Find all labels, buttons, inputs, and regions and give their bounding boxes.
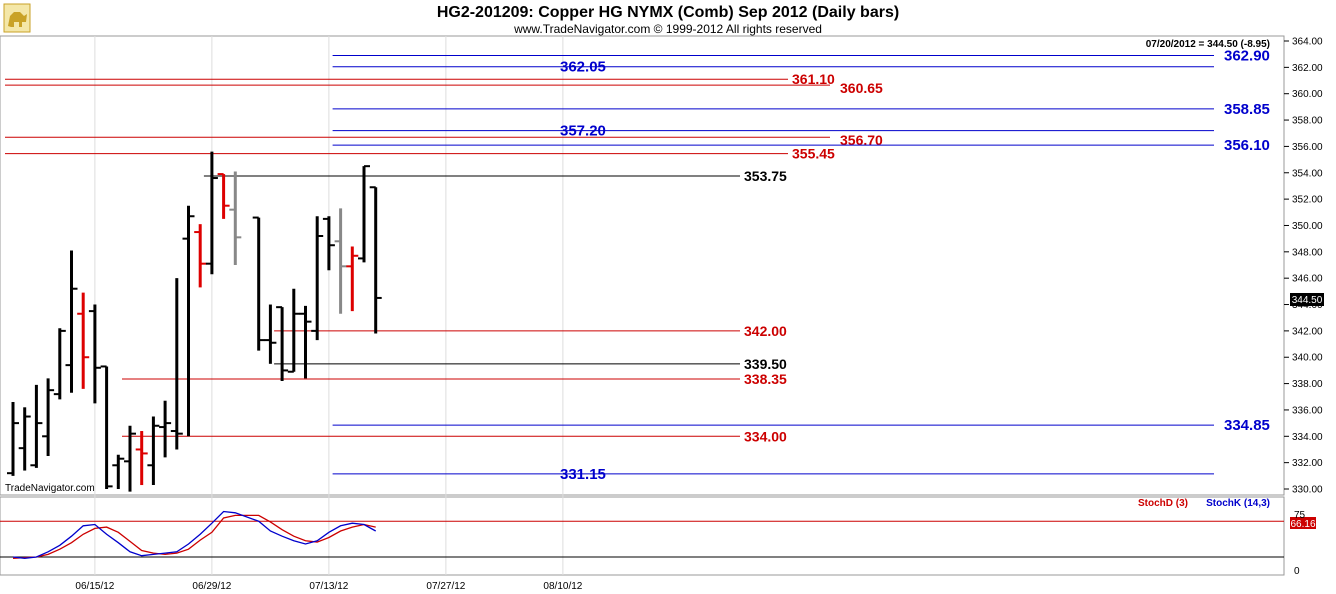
level-label: 362.05 [560, 59, 606, 76]
level-label: 355.45 [792, 146, 835, 162]
stoch-panel-frame [0, 496, 1285, 576]
level-label: 356.10 [1224, 137, 1270, 154]
level-label: 338.35 [744, 371, 787, 387]
y-tick-label: 336.00 [1292, 405, 1323, 416]
watermark: TradeNavigator.com [5, 483, 95, 494]
y-tick-label: 342.00 [1292, 326, 1323, 337]
y-tick-label: 346.00 [1292, 274, 1323, 285]
stoch-d-line [12, 514, 376, 559]
level-label: 334.00 [744, 428, 787, 444]
stoch-k-label: StochK (14,3) [1206, 498, 1270, 509]
level-label: 331.15 [560, 466, 606, 483]
price-panel-frame [0, 35, 1285, 496]
x-tick-label: 08/10/12 [543, 581, 582, 592]
price-axis: 330.00 332.00 334.00 336.00 338.00 340.00 342.… [1284, 37, 1323, 496]
y-tick-label: 362.00 [1292, 63, 1323, 74]
stoch-d-label: StochD (3) [1138, 498, 1188, 509]
stoch-tick-0: 0 [1294, 566, 1300, 577]
level-label: 358.85 [1224, 101, 1270, 118]
support-resistance-levels: 362.90 362.05 361.10 360.65 358.85 357.20 356.… [5, 47, 1270, 483]
level-label: 342.00 [744, 323, 787, 339]
last-price-tag [1290, 293, 1324, 306]
y-tick-label: 352.00 [1292, 195, 1323, 206]
y-tick-label: 360.00 [1292, 89, 1323, 100]
y-tick-label: 332.00 [1292, 458, 1323, 469]
level-label: 362.90 [1224, 47, 1270, 64]
stoch-value-tag [1290, 517, 1316, 529]
y-tick-label: 330.00 [1292, 485, 1323, 496]
bull-logo-icon [3, 3, 31, 33]
y-tick-label: 358.00 [1292, 116, 1323, 127]
y-tick-label: 354.00 [1292, 168, 1323, 179]
x-tick-label: 07/13/12 [309, 581, 348, 592]
y-tick-label: 340.00 [1292, 353, 1323, 364]
x-tick-label: 06/29/12 [192, 581, 231, 592]
y-tick-label: 350.00 [1292, 221, 1323, 232]
stochastic-panel [0, 510, 1284, 559]
ohlc-bars [7, 151, 382, 492]
y-tick-label: 348.00 [1292, 247, 1323, 258]
level-label: 360.65 [840, 80, 883, 96]
x-tick-label: 06/15/12 [75, 581, 114, 592]
chart-subtitle: www.TradeNavigator.com © 1999-2012 All r… [513, 22, 822, 36]
level-label: 361.10 [792, 71, 835, 87]
level-label: 353.75 [744, 168, 787, 184]
y-tick-label: 364.00 [1292, 37, 1323, 48]
level-label: 334.85 [1224, 417, 1270, 434]
level-label: 356.70 [840, 132, 883, 148]
y-tick-label: 334.00 [1292, 432, 1323, 443]
level-label: 339.50 [744, 356, 787, 372]
stoch-k-line [12, 510, 377, 559]
x-tick-label: 07/27/12 [426, 581, 465, 592]
y-tick-label: 356.00 [1292, 142, 1323, 153]
stoch-tick-75: 75 [1294, 510, 1306, 521]
last-info: 07/20/2012 = 344.50 (-8.95) [1146, 39, 1270, 50]
last-price-label: 344.50 [1292, 295, 1323, 306]
stoch-value-label: 66.16 [1290, 519, 1315, 530]
chart-title: HG2-201209: Copper HG NYMX (Comb) Sep 20… [437, 4, 899, 21]
y-tick-label: 338.00 [1292, 379, 1323, 390]
level-label: 357.20 [560, 123, 606, 140]
